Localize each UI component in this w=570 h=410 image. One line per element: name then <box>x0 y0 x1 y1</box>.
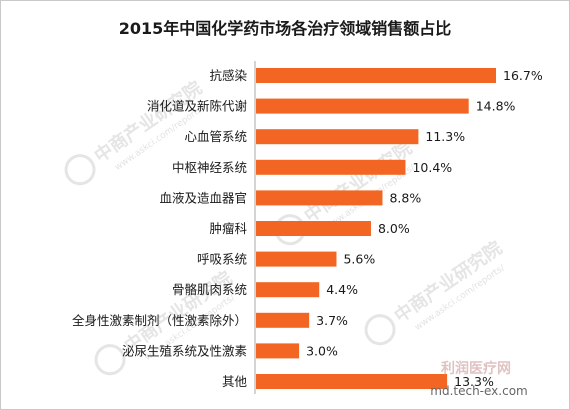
bar <box>256 282 320 298</box>
chart-title: 2015年中国化学药市场各治疗领域销售额占比 <box>119 19 452 38</box>
value-label: 16.7% <box>503 68 543 83</box>
site-logo: 利润医疗网 md.tech-ex.com <box>430 360 527 398</box>
category-label: 中枢神经系统 <box>172 160 247 175</box>
category-label: 血液及造血器官 <box>159 190 247 205</box>
value-label: 3.0% <box>306 343 338 358</box>
watermark-logo-icon <box>364 314 396 346</box>
site-logo-url: md.tech-ex.com <box>430 384 527 398</box>
category-label: 骨骼肌肉系统 <box>172 282 247 297</box>
value-label: 8.8% <box>389 190 421 205</box>
watermark-logo-icon <box>64 154 96 186</box>
bar <box>256 159 406 175</box>
bar <box>256 343 300 359</box>
value-label: 10.4% <box>412 160 452 175</box>
category-label: 呼吸系统 <box>197 252 247 267</box>
category-label: 心血管系统 <box>184 129 247 144</box>
value-label: 3.7% <box>316 313 348 328</box>
category-label: 其他 <box>222 374 248 389</box>
bar <box>256 98 469 114</box>
category-label: 消化道及新陈代谢 <box>147 99 247 114</box>
watermark-logo-icon <box>94 344 126 376</box>
bar <box>256 312 310 328</box>
bar <box>256 374 448 389</box>
category-label: 全身性激素制剂（性激素除外） <box>72 313 247 328</box>
bar-series: 抗感染 16.7% 消化道及新陈代谢 14.8% 心血管系统 11.3% 中枢神经系统 10.… <box>72 68 543 389</box>
bar <box>256 68 496 83</box>
value-label: 8.0% <box>378 221 410 236</box>
bar <box>256 190 383 206</box>
value-label: 5.6% <box>343 252 375 267</box>
value-label: 11.3% <box>425 129 465 144</box>
bar <box>256 251 337 267</box>
site-logo-text: 利润医疗网 <box>441 360 511 377</box>
bar <box>256 221 371 236</box>
category-label: 泌尿生殖系统及性激素 <box>122 343 247 358</box>
category-label: 肿瘤科 <box>209 221 247 236</box>
value-label: 4.4% <box>326 282 358 297</box>
bar <box>256 129 419 145</box>
value-label: 14.8% <box>476 99 516 114</box>
category-label: 抗感染 <box>209 68 247 83</box>
value-label: 13.3% <box>454 374 494 389</box>
